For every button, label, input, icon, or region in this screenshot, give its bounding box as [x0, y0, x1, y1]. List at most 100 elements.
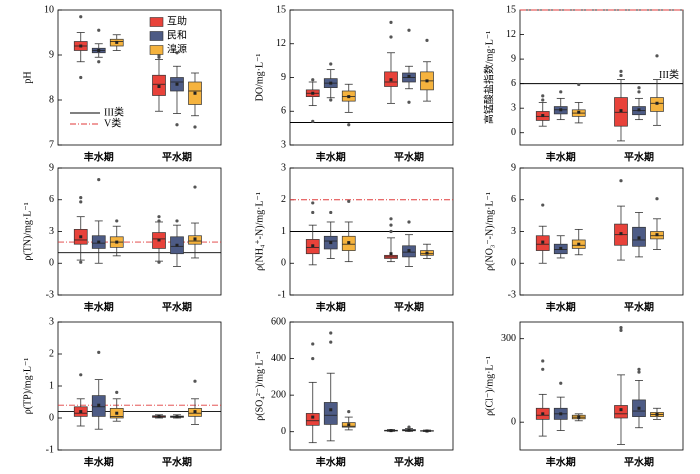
outlier: [407, 425, 411, 429]
mean: [389, 78, 393, 82]
plot-frame: [57, 9, 222, 146]
outlier: [655, 197, 659, 201]
outlier: [541, 203, 545, 207]
plot-frame: [57, 321, 222, 451]
outlier: [79, 75, 83, 80]
mean: [347, 95, 351, 99]
y-tick-label: 0: [49, 258, 54, 269]
legend-label: V类: [104, 116, 121, 129]
x-tick-label: 丰水期: [546, 300, 576, 313]
outlier: [175, 51, 179, 55]
mean: [329, 241, 333, 245]
outlier: [389, 35, 393, 39]
mean: [577, 110, 581, 114]
box: [614, 405, 628, 419]
outlier: [541, 94, 545, 98]
mean: [425, 251, 429, 255]
y-axis-label: 高锰酸盐指数/mg·L⁻¹: [482, 31, 495, 124]
mean: [347, 423, 351, 427]
mean: [329, 408, 333, 412]
outlier: [175, 123, 179, 127]
y-tick-label: 12: [506, 29, 516, 40]
y-tick-label: 1: [281, 226, 286, 237]
mean: [79, 410, 83, 414]
x-tick-label: 丰水期: [546, 455, 576, 468]
y-tick-label: 9: [49, 162, 54, 173]
mean: [637, 108, 641, 112]
outlier: [97, 60, 101, 64]
y-tick-label: 15: [276, 4, 286, 15]
y-tick-label: 1: [49, 380, 54, 391]
mean: [425, 429, 429, 433]
legend-swatch: [149, 45, 164, 55]
legend-swatch: [149, 31, 164, 41]
x-tick-label: 丰水期: [316, 455, 346, 468]
mean: [577, 415, 581, 419]
outlier: [311, 342, 315, 346]
plot-frame: [289, 321, 454, 451]
mean: [619, 408, 623, 412]
mean: [157, 414, 161, 418]
y-tick-label: 2: [281, 194, 286, 205]
outlier: [347, 123, 351, 127]
y-axis-label: ρ(Cl⁻)/mg·L⁻¹: [484, 356, 495, 416]
outlier: [97, 350, 101, 354]
mean: [619, 232, 623, 236]
mean: [637, 236, 641, 240]
y-axis-label: ρ(SO₄²⁻)/mg·L⁻¹: [254, 351, 265, 420]
x-tick-label: 平水期: [394, 300, 424, 313]
mean: [193, 410, 197, 414]
legend-swatch: [149, 17, 164, 27]
outlier: [115, 390, 119, 394]
y-tick-label: -1: [278, 289, 286, 300]
x-tick-label: 丰水期: [84, 455, 114, 468]
outlier: [79, 373, 83, 377]
outlier: [619, 73, 623, 78]
outlier: [619, 328, 623, 332]
mean: [425, 79, 429, 83]
outlier: [157, 55, 161, 59]
mean: [311, 244, 315, 248]
mean: [655, 233, 659, 237]
outlier: [311, 119, 315, 123]
mean: [115, 240, 119, 244]
y-axis-label: pH: [22, 71, 33, 83]
outlier: [637, 367, 641, 371]
y-tick-label: 9: [511, 162, 516, 173]
mean: [619, 109, 623, 113]
x-tick-label: 平水期: [162, 150, 192, 163]
x-tick-label: 平水期: [162, 455, 192, 468]
outlier: [389, 20, 393, 24]
x-tick-label: 平水期: [624, 300, 654, 313]
y-tick-label: 0: [511, 416, 516, 427]
outlier: [97, 178, 101, 182]
legend-label: 民和: [167, 29, 187, 41]
outlier: [193, 379, 197, 383]
x-tick-label: 丰水期: [316, 300, 346, 313]
y-axis-label: ρ(NO₃⁻-N)/mg·L⁻¹: [484, 192, 495, 271]
outlier: [311, 210, 315, 215]
outlier: [619, 325, 623, 330]
x-tick-label: 丰水期: [84, 300, 114, 313]
outlier: [407, 220, 411, 224]
mean: [577, 242, 581, 246]
x-tick-label: 丰水期: [316, 150, 346, 163]
y-tick-label: 0: [511, 258, 516, 269]
y-tick-label: 6: [511, 78, 516, 89]
outlier: [389, 217, 393, 221]
legend-label: 湟源: [167, 42, 187, 55]
y-tick-label: 8: [49, 94, 54, 105]
y-tick-label: 6: [49, 194, 54, 205]
y-tick-label: 6: [281, 106, 286, 117]
mean: [407, 428, 411, 432]
mean: [79, 235, 83, 239]
y-tick-label: 3: [511, 102, 516, 113]
outlier: [329, 340, 333, 344]
y-axis-label: ρ(TN)/mg·L⁻¹: [22, 202, 33, 260]
y-tick-label: 15: [506, 4, 516, 15]
outlier: [425, 38, 429, 42]
mean: [175, 243, 179, 247]
y-tick-label: 2: [49, 348, 54, 359]
y-tick-label: 3: [281, 139, 286, 150]
